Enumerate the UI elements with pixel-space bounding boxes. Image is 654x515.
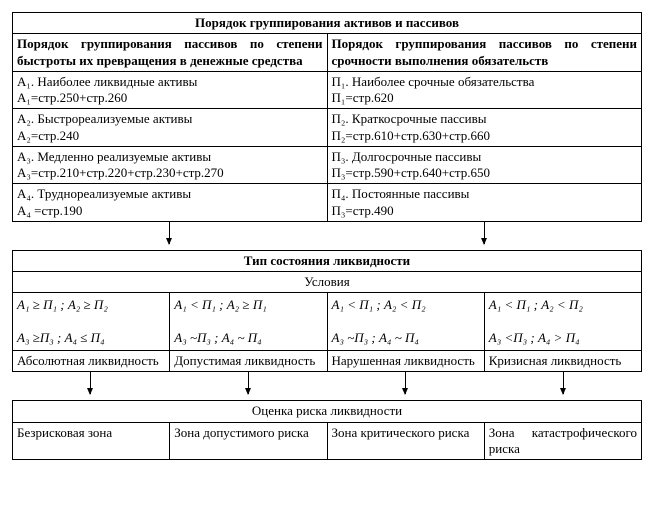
table-row: А₂. Быстрореализуемые активыА₂=стр.240 П… xyxy=(13,109,642,147)
labels-row: Абсолютная ликвидность Допустимая ликвид… xyxy=(13,351,642,372)
conditions-label: Условия xyxy=(13,272,642,293)
arrow-set-2 xyxy=(12,372,642,400)
liquidity-type-table: Тип состояния ликвидности Условия A₁ ≥ П… xyxy=(12,250,642,373)
arrow-set-1 xyxy=(12,222,642,250)
arrow-down-icon xyxy=(405,372,406,394)
grouping-title: Порядок группирования активов и пассивов xyxy=(13,13,642,34)
conditions-row: A₁ ≥ П₁ ; A₂ ≥ П₂A₃ ≥П₃ ; A₄ ≤ П₄ A₁ < П… xyxy=(13,293,642,351)
table-row: А₄. Труднореализуемые активыА₄ =стр.190 … xyxy=(13,184,642,222)
arrow-down-icon xyxy=(248,372,249,394)
liquidity-title: Тип состояния ликвидности xyxy=(13,250,642,271)
arrow-down-icon xyxy=(169,222,170,244)
right-col-header: Порядок группирования пассивов по степен… xyxy=(327,34,642,72)
arrow-down-icon xyxy=(484,222,485,244)
table-row: А₃. Медленно реализуемые активыА₃=стр.21… xyxy=(13,146,642,184)
risk-row: Безрисковая зона Зона допустимого риска … xyxy=(13,422,642,460)
risk-table: Оценка риска ликвидности Безрисковая зон… xyxy=(12,400,642,460)
arrow-down-icon xyxy=(563,372,564,394)
arrow-down-icon xyxy=(90,372,91,394)
left-col-header: Порядок группирования пассивов по степен… xyxy=(13,34,328,72)
risk-title: Оценка риска ликвидности xyxy=(13,401,642,422)
table-row: А₁. Наиболее ликвидные активыА₁=стр.250+… xyxy=(13,71,642,109)
grouping-table: Порядок группирования активов и пассивов… xyxy=(12,12,642,222)
